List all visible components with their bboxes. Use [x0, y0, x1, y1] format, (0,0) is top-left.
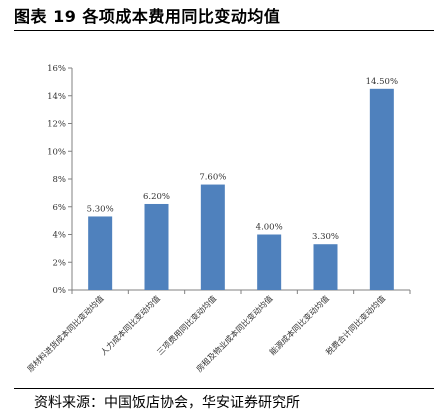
data-label: 4.00%	[256, 223, 283, 233]
x-category-label: 三项费用同比变动均值	[155, 293, 219, 357]
x-category-label: 能源成本同比变动均值	[267, 293, 331, 357]
source-rule	[14, 388, 434, 389]
chart-axes: 0% 2% 4% 6% 8% 10% 12% 14% 16%	[47, 64, 411, 296]
bar	[200, 184, 225, 290]
y-tick-label: 4%	[53, 231, 67, 241]
y-tick-label: 6%	[53, 203, 67, 213]
bar	[369, 88, 394, 290]
data-label: 7.60%	[199, 173, 226, 183]
data-label: 6.20%	[143, 192, 170, 202]
y-tick-label: 12%	[47, 120, 66, 130]
bar-chart: 0% 2% 4% 6% 8% 10% 12% 14% 16% 5.30% 原材料进货成本同比变动均…	[25, 64, 411, 374]
x-category-label: 原材料进货成本同比变动均值	[25, 293, 106, 374]
y-tick-label: 10%	[47, 147, 66, 157]
bar	[144, 203, 169, 290]
data-label: 14.50%	[366, 77, 398, 87]
y-tick-label: 0%	[53, 286, 67, 296]
figure-title: 图表 19 各项成本费用同比变动均值	[14, 7, 281, 26]
bar	[313, 244, 338, 290]
bar	[88, 216, 113, 290]
x-category-label: 人力成本同比变动均值	[98, 293, 162, 357]
data-label: 3.30%	[312, 232, 339, 242]
bar	[257, 234, 282, 290]
data-label: 5.30%	[87, 204, 114, 214]
y-tick-label: 14%	[47, 92, 66, 102]
source-note: 资料来源：中国饭店协会，华安证券研究所	[34, 395, 300, 411]
y-tick-label: 16%	[47, 64, 66, 74]
chart-bars	[88, 88, 394, 290]
y-tick-label: 8%	[53, 175, 67, 185]
x-category-label: 税费合计同比变动均值	[324, 293, 388, 357]
y-tick-label: 2%	[53, 258, 67, 268]
title-underline	[14, 30, 434, 31]
